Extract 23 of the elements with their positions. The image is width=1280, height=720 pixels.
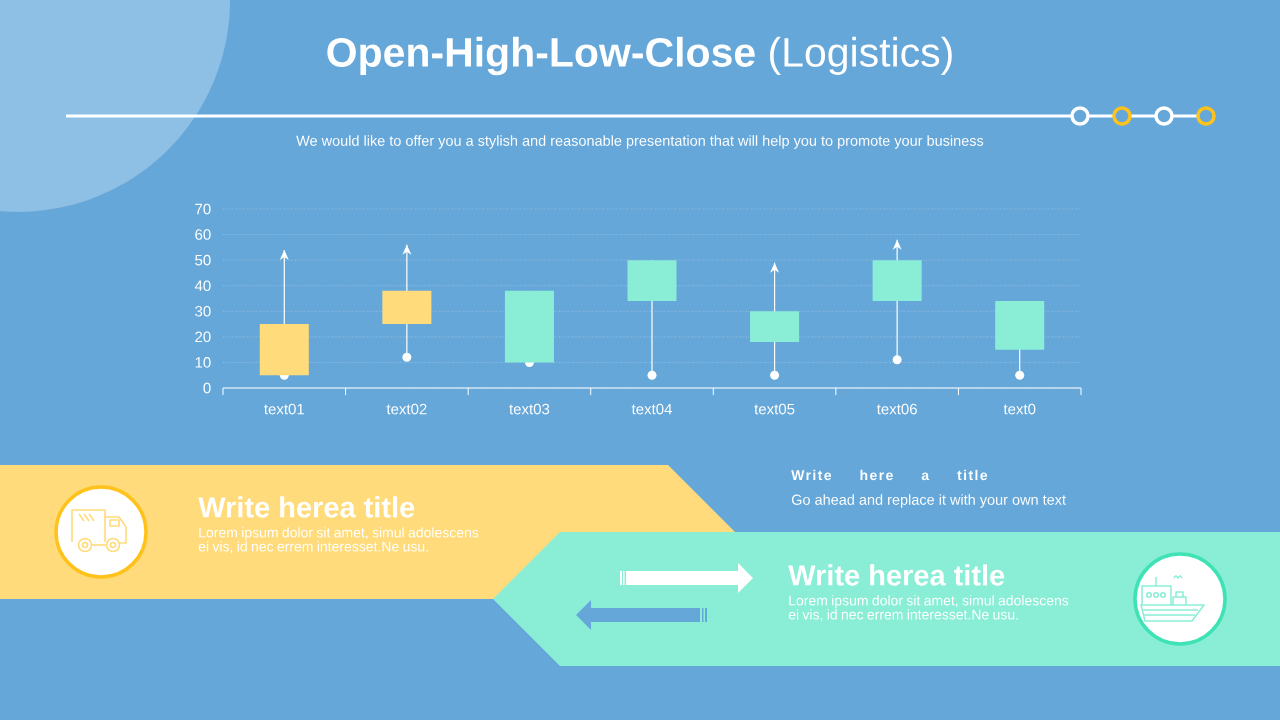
x-tick-label: text05: [754, 403, 795, 415]
x-tick-label: text0: [1003, 403, 1036, 415]
text: Go ahead and replace it with your own text: [791, 494, 1066, 508]
text: Lorem ipsum dolor sit amet, simul adolescens ei vis, id nec errem interesset.Ne usu.: [198, 527, 479, 554]
y-tick-label: 10: [195, 357, 211, 368]
x-tick-label: text06: [876, 403, 917, 415]
text: Write herea title: [198, 496, 415, 518]
y-tick-label: 20: [195, 331, 211, 343]
y-tick-label: 70: [195, 203, 211, 215]
x-tick-label: text04: [631, 403, 672, 415]
y-tick-label: 30: [195, 305, 211, 317]
chart-subtitle: We would like to offer you a stylish and reasonable presentation that will help you to promote your business: [296, 135, 984, 149]
y-tick-label: 0: [203, 382, 211, 394]
y-tick-label: 40: [194, 280, 211, 292]
x-tick-label: text02: [386, 403, 427, 415]
chart-title: Open-High-Low-Close (Logistics): [327, 36, 952, 76]
x-tick-label: text01: [264, 403, 304, 415]
x-tick-label: text03: [509, 403, 550, 415]
text: Lorem ipsum dolor sit amet, simul adolescens ei vis, id nec errem interesset.Ne usu.: [788, 595, 1069, 622]
text: Write herea title: [788, 564, 1005, 586]
y-tick-label: 50: [195, 254, 211, 266]
y-tick-label: 60: [195, 229, 211, 240]
text: Write here a title: [791, 469, 988, 481]
